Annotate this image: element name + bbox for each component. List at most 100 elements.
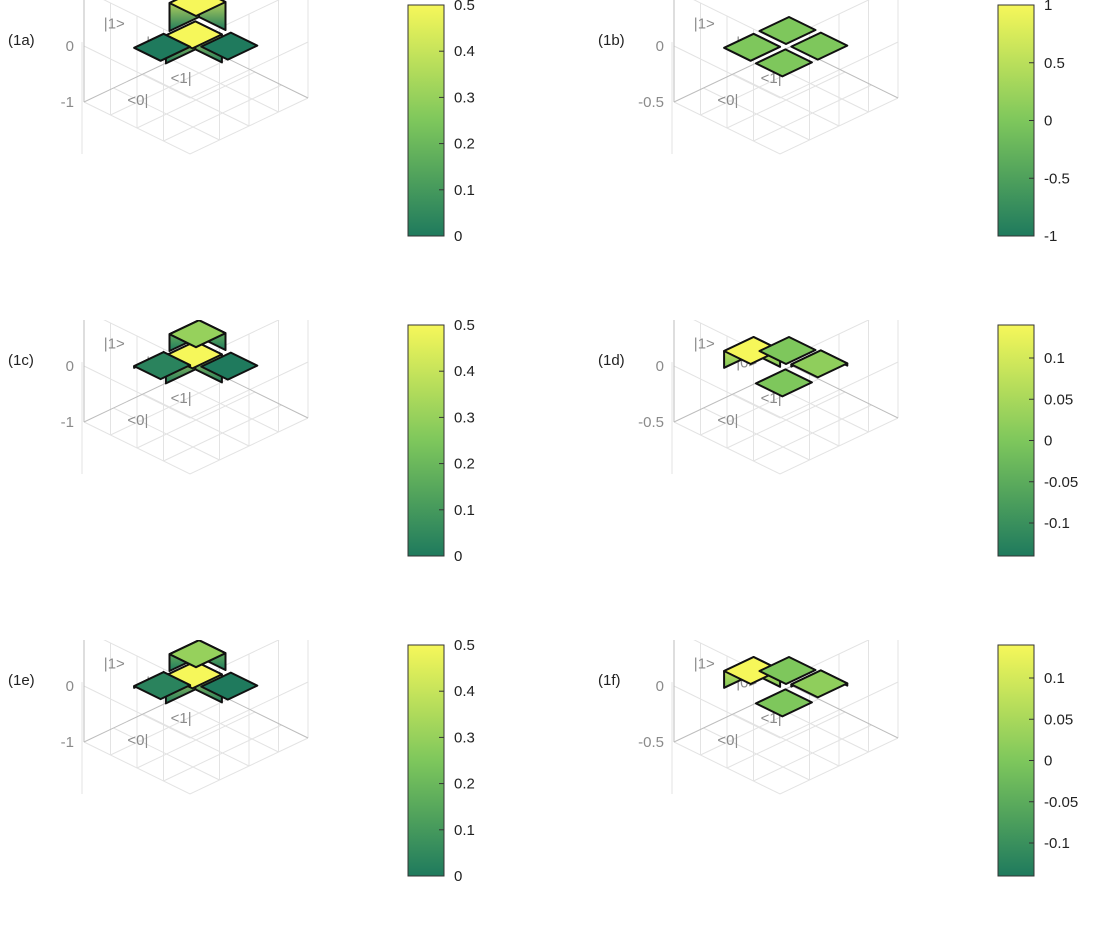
colorbar-tick-label: 0.1 [1044,670,1065,687]
bar [754,688,813,718]
col-tick-label: <0| [127,92,148,109]
colorbar: 0.1 0.05 0 -0.05 -0.1 [997,644,1078,877]
panel-1d: 0.50-0.5|0>|1><0|<1|(1d)0.10.050-0.05-0.… [590,320,1100,620]
panel-1a: 10-1|0>|1><0|<1|(1a)0.50.40.30.20.10 [0,0,550,300]
panel-label: (1a) [8,32,35,49]
bar [168,640,227,672]
row-tick-label: |1> [694,336,715,353]
row-tick-label: |1> [694,656,715,673]
colorbar-tick-label: 0.1 [454,822,475,839]
chart-svg: 10-1|0>|1><0|<1|(1e)0.50.40.30.20.10 [8,640,475,885]
colorbar-tick-label: 0.4 [454,363,475,380]
z-tick-label: 0 [656,38,664,55]
colorbar-tick-label: 0.1 [454,182,475,199]
z-tick-label: -0.5 [638,94,664,111]
colorbar-tick-label: -0.1 [1044,515,1070,532]
z-tick-label: 0 [66,358,74,375]
z-tick-label: -0.5 [638,414,664,431]
colorbar-tick-label: 0.1 [1044,350,1065,367]
bar [168,320,227,352]
chart-svg: 0.50-0.5|0>|1><0|<1|(1b)10.50-0.5-1 [598,0,1070,245]
colorbar: 0.5 0.4 0.3 0.2 0.1 0 [407,320,475,565]
bar [133,351,192,381]
z-tick-label: 0 [66,38,74,55]
colorbar-tick-label: 0.1 [454,502,475,519]
bar [200,31,259,61]
bar [168,0,227,32]
colorbar-tick-label: 0 [454,548,462,565]
colorbar-tick-label: 1 [1044,0,1052,14]
colorbar-tick-label: 0.4 [454,43,475,60]
panel-1c: 10-1|0>|1><0|<1|(1c)0.50.40.30.20.10 [0,320,550,620]
bar [758,336,817,365]
row-tick-label: |1> [694,16,715,33]
bar [133,32,192,62]
col-tick-label: <0| [717,412,738,429]
col-tick-label: <0| [127,412,148,429]
colorbar-tick-label: -0.05 [1044,794,1078,811]
colorbar-tick-label: 0.5 [1044,55,1065,72]
bar [790,669,849,699]
figure: 10-1|0>|1><0|<1|(1a)0.50.40.30.20.10 0.5… [0,0,1100,885]
z-tick-label: 0 [656,678,664,695]
colorbar-tick-label: -0.05 [1044,474,1078,491]
bar [790,349,849,379]
colorbar-tick-label: 0.4 [454,683,475,700]
chart-svg: 0.50-0.5|0>|1><0|<1|(1f)0.10.050-0.05-0.… [598,640,1078,877]
bar [200,351,259,381]
chart-svg: 10-1|0>|1><0|<1|(1c)0.50.40.30.20.10 [8,320,475,565]
chart-svg: 10-1|0>|1><0|<1|(1a)0.50.40.30.20.10 [8,0,475,245]
bar [758,656,817,685]
col-tick-label: <1| [171,710,192,727]
axes-grid [81,640,309,795]
z-tick-label: -1 [61,414,74,431]
colorbar: 0.1 0.05 0 -0.05 -0.1 [997,324,1078,557]
colorbar-tick-label: 0.5 [454,320,475,334]
colorbar-tick-label: 0 [1044,433,1052,450]
bar [758,16,817,45]
colorbar: 1 0.5 0 -0.5 -1 [997,0,1070,245]
col-tick-label: <0| [717,732,738,749]
panel-label: (1b) [598,32,625,49]
z-tick-label: 0 [66,678,74,695]
colorbar-tick-label: 0.3 [454,409,475,426]
colorbar-tick-label: 0.2 [454,136,475,153]
bar [754,48,813,78]
row-tick-label: |1> [104,16,125,33]
colorbar-tick-label: 0.2 [454,776,475,793]
z-tick-label: -1 [61,734,74,751]
colorbar-tick-label: -0.1 [1044,835,1070,852]
chart-svg: 0.50-0.5|0>|1><0|<1|(1d)0.10.050-0.05-0.… [598,320,1078,557]
panel-label: (1c) [8,352,34,369]
bar [723,32,782,62]
colorbar-tick-label: 0 [454,868,462,885]
colorbar-tick-label: 0 [1044,753,1052,770]
bar [200,671,259,701]
row-tick-label: |1> [104,656,125,673]
col-tick-label: <1| [171,70,192,87]
colorbar-tick-label: 0.5 [454,640,475,654]
colorbar: 0.5 0.4 0.3 0.2 0.1 0 [407,0,475,245]
z-tick-label: 0 [656,358,664,375]
colorbar-tick-label: 0.3 [454,729,475,746]
bar [790,31,849,61]
colorbar-tick-label: 0.5 [454,0,475,14]
col-tick-label: <0| [717,92,738,109]
z-tick-label: -0.5 [638,734,664,751]
z-tick-label: -1 [61,94,74,111]
colorbar-tick-label: 0 [1044,113,1052,130]
colorbar-tick-label: 0.3 [454,89,475,106]
col-tick-label: <1| [171,390,192,407]
panel-label: (1e) [8,672,35,689]
panel-1b: 0.50-0.5|0>|1><0|<1|(1b)10.50-0.5-1 [590,0,1100,300]
bar [754,368,813,398]
colorbar-tick-label: 0 [454,228,462,245]
colorbar: 0.5 0.4 0.3 0.2 0.1 0 [407,640,475,885]
panel-label: (1d) [598,352,625,369]
panel-1e: 10-1|0>|1><0|<1|(1e)0.50.40.30.20.10 [0,640,550,940]
row-tick-label: |1> [104,336,125,353]
panel-1f: 0.50-0.5|0>|1><0|<1|(1f)0.10.050-0.05-0.… [590,640,1100,940]
colorbar-tick-label: -1 [1044,228,1057,245]
colorbar-tick-label: 0.05 [1044,711,1073,728]
bar [133,671,192,701]
